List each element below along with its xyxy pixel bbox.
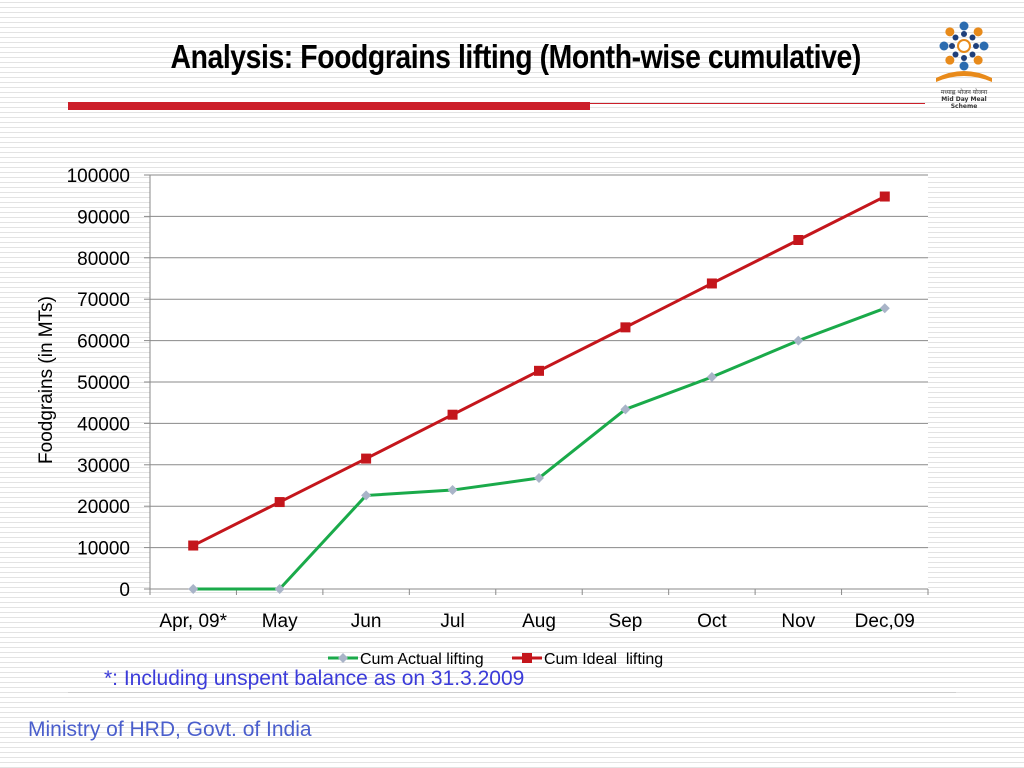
logo-caption-hindi: मध्याह्न भोजन योजना xyxy=(940,89,988,96)
data-point xyxy=(361,453,372,464)
logo-center xyxy=(957,39,971,53)
y-tick-label: 50000 xyxy=(77,373,130,394)
logo-figure xyxy=(959,61,969,71)
x-tick-label: May xyxy=(262,611,298,632)
logo-figure-body xyxy=(952,34,959,41)
x-tick-label: Sep xyxy=(609,611,643,632)
logo-figure xyxy=(945,27,955,37)
logo-figure-body xyxy=(949,43,955,49)
logo-figure-body xyxy=(952,51,959,58)
chart-grid xyxy=(150,174,928,589)
footnote: *: Including unspent balance as on 31.3.… xyxy=(104,667,525,690)
y-tick-label: 100000 xyxy=(67,166,130,187)
x-tick-label: Jun xyxy=(351,611,382,632)
logo-caption: Mid Day Meal Scheme xyxy=(941,96,987,110)
logo-figure xyxy=(973,55,983,65)
y-tick-label: 90000 xyxy=(77,207,130,228)
y-tick-label: 30000 xyxy=(77,456,130,477)
chart-legend: Cum Actual lifting Cum Ideal lifting xyxy=(328,651,663,668)
y-tick-labels: 0 10000 20000 30000 40000 50000 60000 70000 8000… xyxy=(67,166,130,601)
data-point xyxy=(879,303,890,314)
y-tick-label: 0 xyxy=(119,580,130,601)
x-tick-label: Aug xyxy=(522,611,556,632)
data-point xyxy=(274,497,285,508)
data-point xyxy=(620,404,631,415)
x-tick-label: Dec,09 xyxy=(855,611,915,632)
y-axis-label: Foodgrains (in MTs) xyxy=(36,296,57,464)
x-tick-label: Apr, 09* xyxy=(159,611,227,632)
data-point xyxy=(447,485,458,496)
legend-swatch-marker xyxy=(338,653,348,663)
logo-figure xyxy=(973,27,983,37)
data-point xyxy=(793,335,804,346)
chart-series xyxy=(188,191,890,594)
data-point xyxy=(534,365,544,376)
data-point xyxy=(706,278,717,289)
logo-figure xyxy=(939,41,949,51)
data-point xyxy=(793,234,804,245)
logo-figure xyxy=(979,41,989,51)
footer-divider xyxy=(68,692,956,693)
data-point xyxy=(188,540,199,551)
y-tick-label: 80000 xyxy=(77,249,130,270)
y-tick-label: 10000 xyxy=(77,539,130,560)
data-point xyxy=(447,409,458,420)
logo-figure-body xyxy=(973,43,979,49)
x-tick-labels: Apr, 09* May Jun Jul Aug Sep Oct Nov Dec,09 xyxy=(159,611,914,632)
title-underline-thin xyxy=(590,103,925,104)
slide-title: Analysis: Foodgrains lifting (Month-wise… xyxy=(170,38,862,75)
logo-figure xyxy=(959,21,969,31)
legend-label: Cum Ideal lifting xyxy=(544,651,663,668)
data-point xyxy=(274,584,285,594)
logo-figure xyxy=(945,55,955,65)
data-point xyxy=(361,490,372,501)
data-point xyxy=(534,473,544,484)
x-tick-label: Jul xyxy=(440,611,464,632)
y-tick-label: 20000 xyxy=(77,497,130,518)
logo-figure-body xyxy=(961,55,967,61)
data-point xyxy=(620,322,631,333)
legend-label: Cum Actual lifting xyxy=(360,651,484,668)
title-underline-thick xyxy=(68,102,590,110)
data-point xyxy=(706,372,717,383)
logo-figure-body xyxy=(961,31,967,37)
legend-swatch-marker xyxy=(522,653,532,663)
logo-figure-body xyxy=(969,51,976,58)
x-tick-label: Oct xyxy=(697,611,727,632)
y-tick-label: 40000 xyxy=(77,414,130,435)
data-point xyxy=(879,191,890,202)
footer-ministry: Ministry of HRD, Govt. of India xyxy=(28,718,312,741)
y-tick-label: 60000 xyxy=(77,332,130,353)
logo-emblem xyxy=(936,21,992,82)
mid-day-meal-logo-icon: मध्याह्न भोजन योजना Mid Day Meal Scheme xyxy=(928,16,1000,110)
x-tick-label: Nov xyxy=(781,611,815,632)
data-point xyxy=(188,584,199,594)
logo-figure-body xyxy=(969,34,976,41)
y-tick-label: 70000 xyxy=(77,290,130,311)
